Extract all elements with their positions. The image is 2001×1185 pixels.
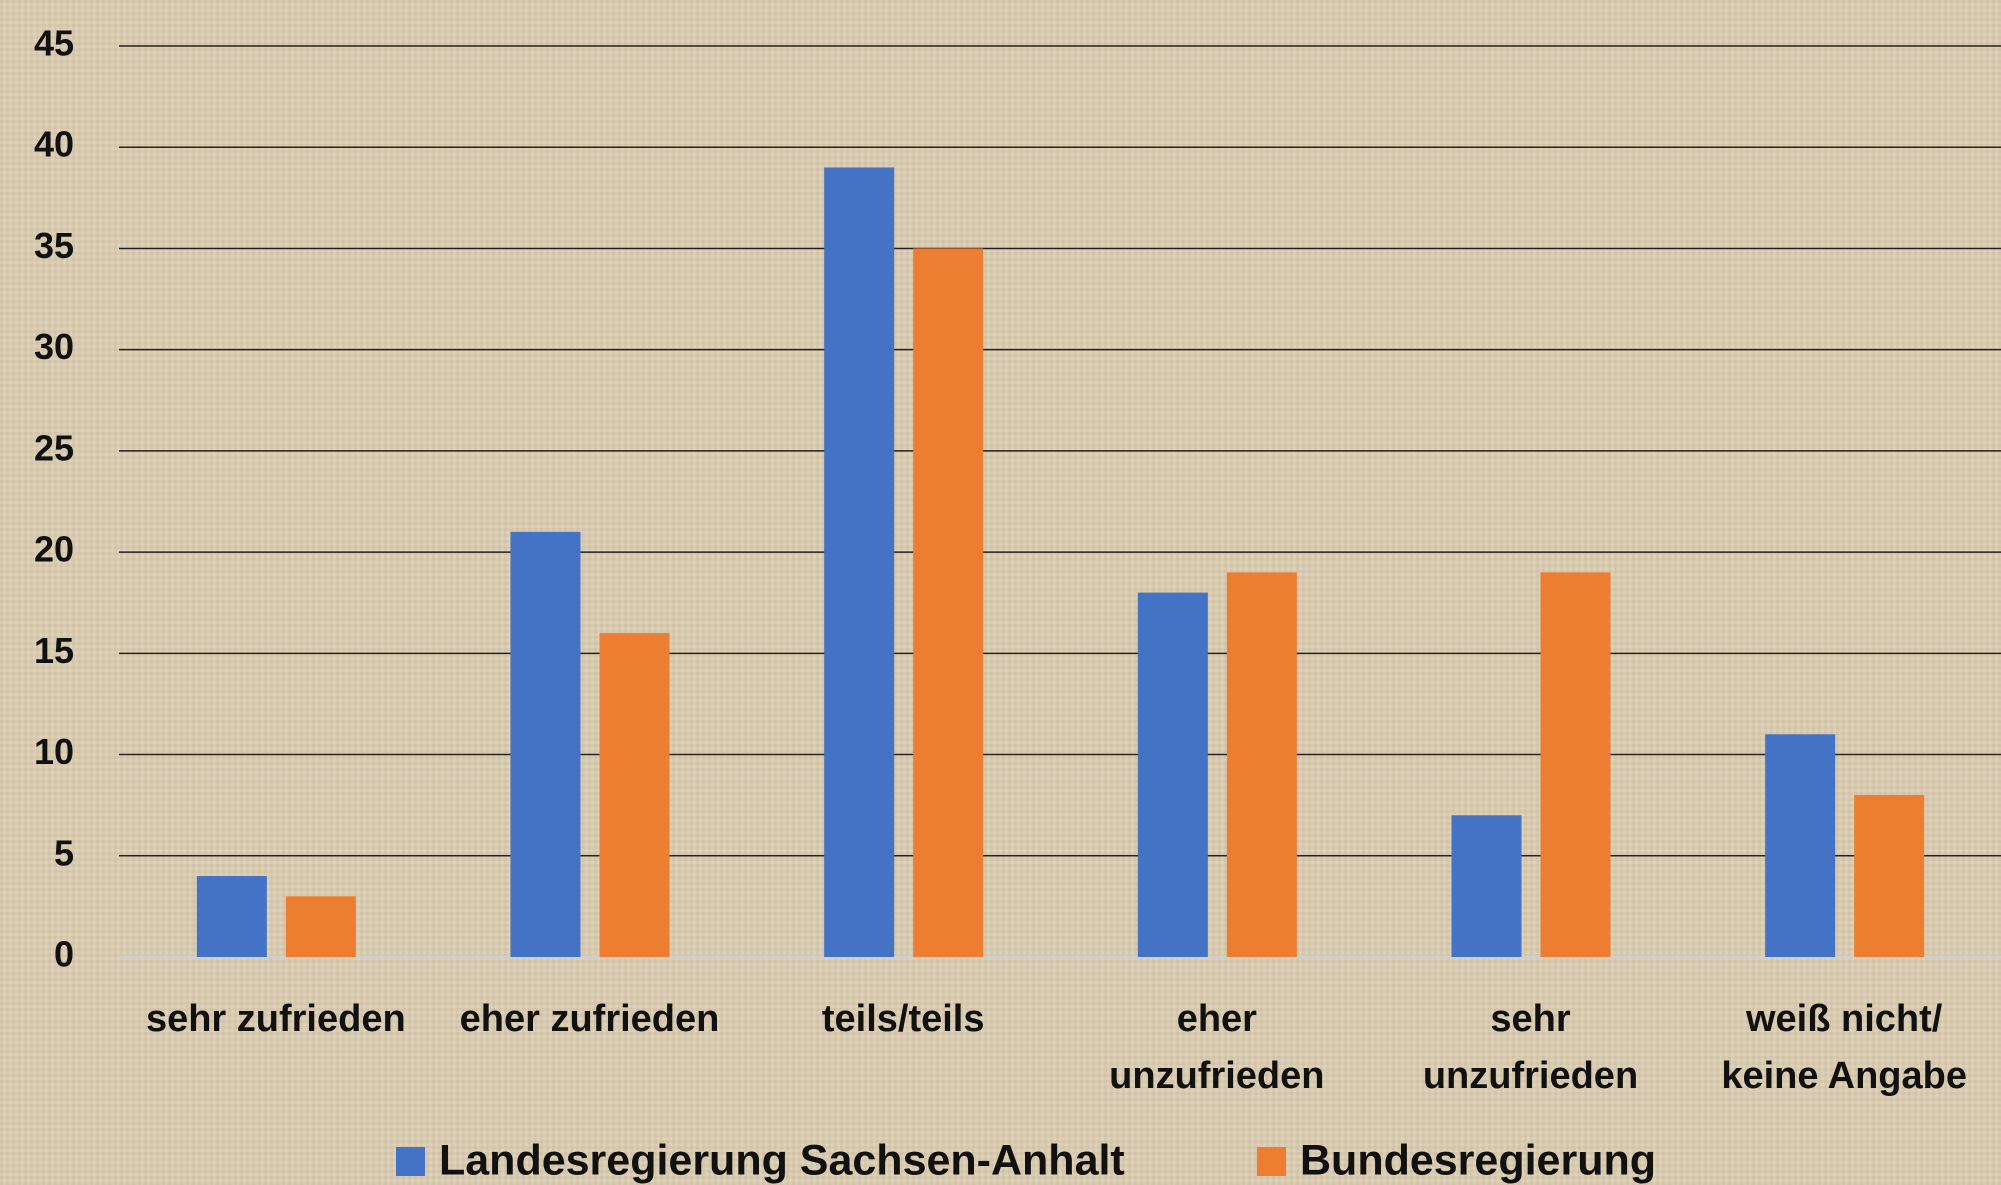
bar: [285, 896, 356, 957]
x-tick-label: eher: [1177, 998, 1257, 1040]
y-tick-label: 35: [34, 225, 74, 266]
x-tick-label: eher zufrieden: [460, 998, 720, 1040]
bar: [1137, 592, 1208, 957]
y-tick-label: 10: [34, 731, 74, 772]
x-tick-label: keine Angabe: [1721, 1055, 1967, 1097]
bar: [510, 531, 581, 957]
bar: [1854, 795, 1925, 957]
legend-label: Landesregierung Sachsen-Anhalt: [439, 1136, 1125, 1184]
y-tick-label: 25: [34, 427, 74, 468]
legend-swatch: [396, 1147, 425, 1176]
legend-label: Bundesregierung: [1300, 1136, 1656, 1184]
x-tick-label: sehr zufrieden: [146, 998, 406, 1040]
y-tick-label: 45: [34, 23, 74, 64]
y-tick-label: 5: [54, 832, 74, 873]
x-tick-label: teils/teils: [822, 998, 985, 1040]
bar: [1765, 734, 1836, 957]
bar: [1226, 572, 1297, 957]
y-tick-label: 40: [34, 124, 74, 165]
bar: [1451, 815, 1522, 957]
bar: [599, 633, 670, 957]
bar: [196, 876, 267, 957]
bar: [913, 248, 984, 957]
y-tick-label: 20: [34, 529, 74, 570]
y-tick-label: 15: [34, 630, 74, 671]
y-tick-label: 30: [34, 326, 74, 367]
x-tick-label: unzufrieden: [1423, 1055, 1638, 1097]
legend-swatch: [1257, 1147, 1286, 1176]
x-tick-label: sehr: [1490, 998, 1570, 1040]
bar: [1540, 572, 1611, 957]
x-tick-label: unzufrieden: [1109, 1055, 1324, 1097]
bar: [824, 167, 895, 957]
y-tick-label: 0: [54, 934, 74, 975]
x-tick-label: weiß nicht/: [1745, 998, 1943, 1040]
